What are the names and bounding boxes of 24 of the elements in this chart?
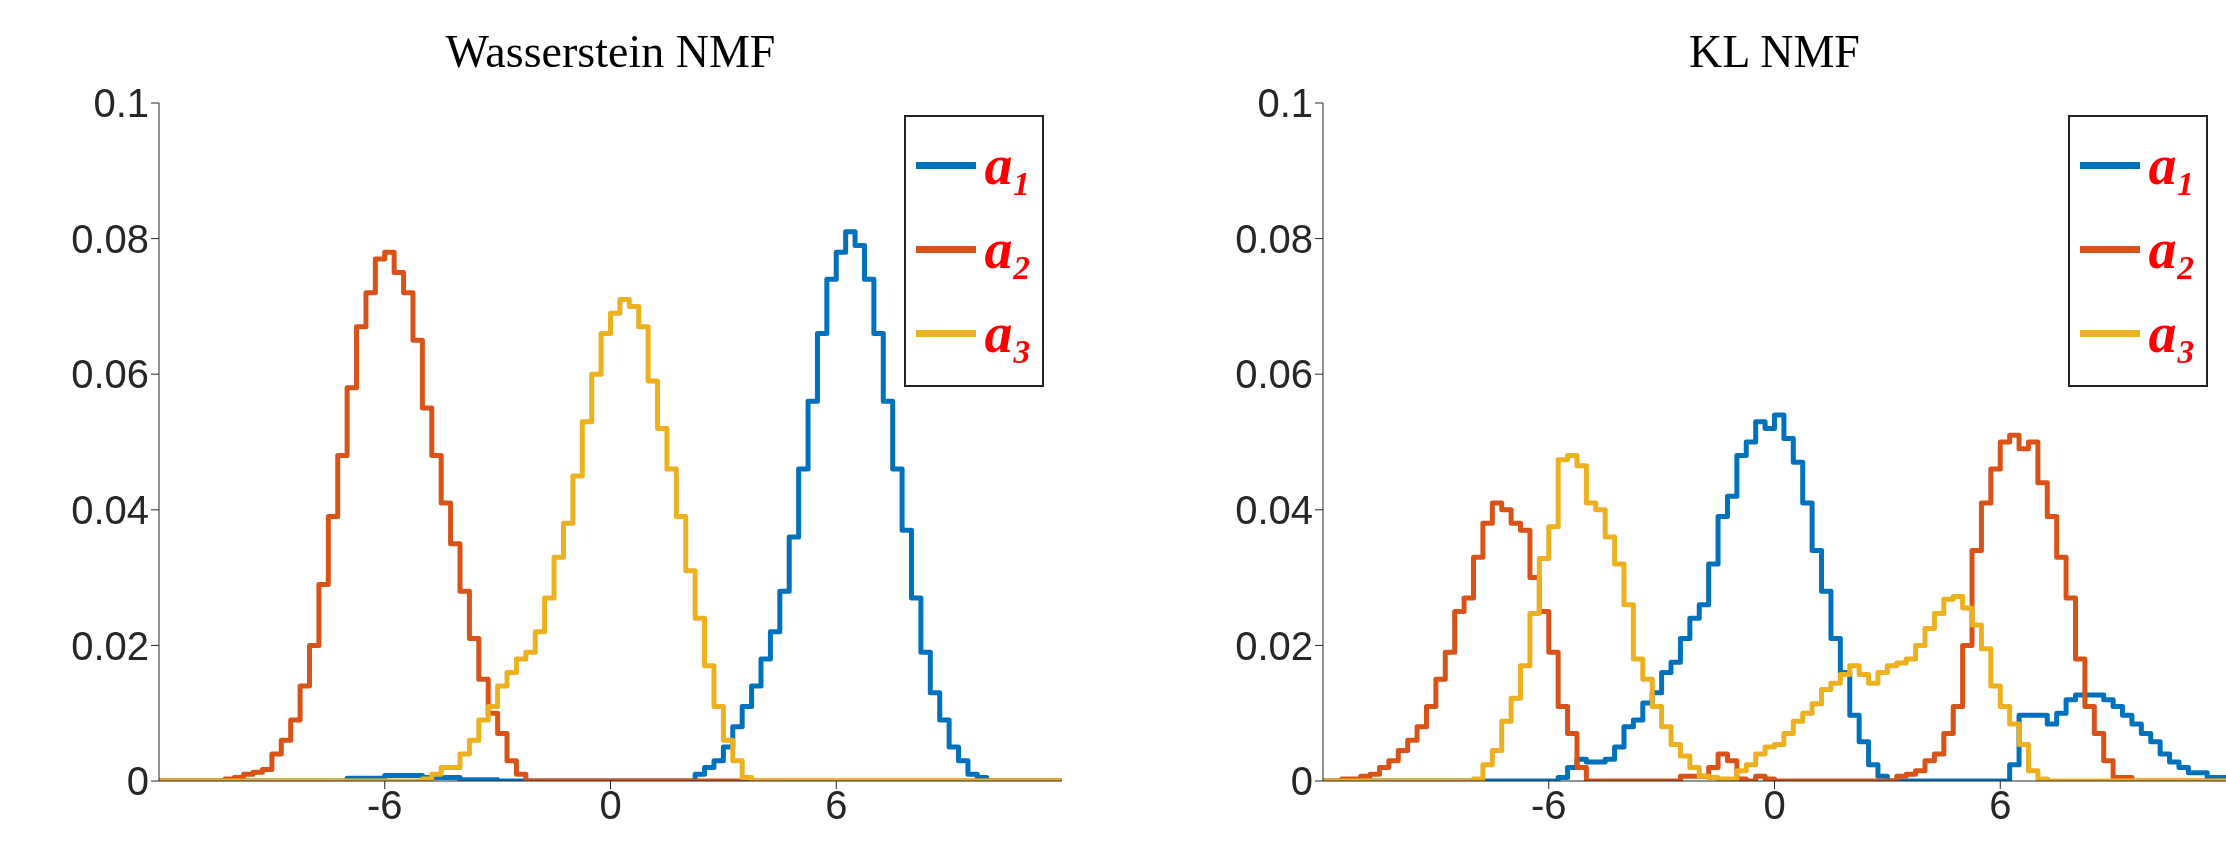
y-tick-label: 0.1 xyxy=(93,81,149,126)
x-tick-label: 6 xyxy=(1989,783,2012,828)
y-tick-label: 0.08 xyxy=(71,216,149,261)
x-tick-label: 6 xyxy=(825,783,848,828)
legend-label: a₂ xyxy=(984,217,1032,281)
x-tick-label: 0 xyxy=(1763,783,1786,828)
legend-label: a₁ xyxy=(984,133,1032,197)
y-tick-label: 0.04 xyxy=(71,488,149,532)
y-tick-label: 0.02 xyxy=(1235,623,1313,668)
x-tick-label: -6 xyxy=(1530,783,1567,828)
legend-label: a₁ xyxy=(2148,133,2196,197)
y-tick-label: 0.06 xyxy=(71,352,149,397)
legend-label: a₂ xyxy=(2148,217,2196,281)
y-tick-label: 0.1 xyxy=(1257,81,1313,126)
chart-title: Wasserstein NMF xyxy=(444,25,777,79)
legend-label: a₃ xyxy=(2148,301,2196,365)
y-tick-label: 0.08 xyxy=(1235,216,1313,261)
y-tick-label: 0.06 xyxy=(1235,352,1313,397)
x-tick-label: 0 xyxy=(599,783,622,828)
y-tick-label: 0.04 xyxy=(1235,488,1313,532)
legend-label: a₃ xyxy=(984,301,1032,365)
chart-title: KL NMF xyxy=(1688,25,1861,79)
y-tick-label: 0.02 xyxy=(71,623,149,668)
x-tick-label: -6 xyxy=(366,783,403,828)
